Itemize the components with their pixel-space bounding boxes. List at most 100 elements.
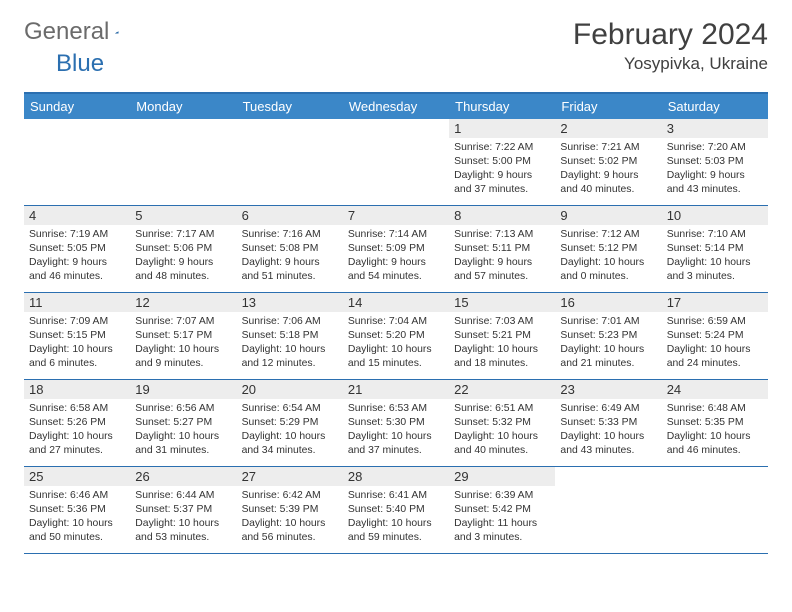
day-dl1: Daylight: 9 hours: [560, 169, 656, 183]
day-dl1: Daylight: 9 hours: [29, 256, 125, 270]
day-number: 18: [24, 380, 130, 399]
logo: General: [24, 18, 139, 46]
calendar-day: 26Sunrise: 6:44 AMSunset: 5:37 PMDayligh…: [130, 467, 236, 553]
calendar-day: 15Sunrise: 7:03 AMSunset: 5:21 PMDayligh…: [449, 293, 555, 379]
day-number: 26: [130, 467, 236, 486]
calendar-day: 23Sunrise: 6:49 AMSunset: 5:33 PMDayligh…: [555, 380, 661, 466]
day-dl2: and 18 minutes.: [454, 357, 550, 371]
calendar-day: [662, 467, 768, 553]
calendar-day: 14 Sunrise: 7:04 AMSunset: 5:20 PMDayligh…: [343, 293, 449, 379]
day-details: Sunrise: 7:21 AMSunset: 5:02 PMDaylight:…: [560, 141, 656, 197]
day-sr: Sunrise: 6:49 AM: [560, 402, 656, 416]
calendar-day: 2Sunrise: 7:21 AMSunset: 5:02 PMDaylight…: [555, 119, 661, 205]
day-details: Sunrise: 6:42 AMSunset: 5:39 PMDaylight:…: [242, 489, 338, 545]
day-dl2: and 53 minutes.: [135, 531, 231, 545]
day-details: Sunrise: 7:14 AMSunset: 5:09 PMDaylight:…: [348, 228, 444, 284]
day-sr: Sunrise: 7:07 AM: [135, 315, 231, 329]
calendar-day: 6Sunrise: 7:16 AMSunset: 5:08 PMDaylight…: [237, 206, 343, 292]
logo-part1: General: [24, 18, 109, 46]
logo-part2: Blue: [56, 50, 104, 78]
day-ss: Sunset: 5:36 PM: [29, 503, 125, 517]
day-number: 12: [130, 293, 236, 312]
day-number: 20: [237, 380, 343, 399]
day-number: [662, 467, 768, 471]
day-ss: Sunset: 5:20 PM: [348, 329, 444, 343]
day-dl1: Daylight: 10 hours: [135, 430, 231, 444]
day-dl2: and 3 minutes.: [454, 531, 550, 545]
day-dl1: Daylight: 10 hours: [242, 430, 338, 444]
day-details: Sunrise: 7:20 AMSunset: 5:03 PMDaylight:…: [667, 141, 763, 197]
logo-triangle-icon: [115, 23, 119, 41]
day-dl2: and 50 minutes.: [29, 531, 125, 545]
calendar-day: 21Sunrise: 6:53 AMSunset: 5:30 PMDayligh…: [343, 380, 449, 466]
day-dl1: Daylight: 10 hours: [560, 256, 656, 270]
day-sr: Sunrise: 7:06 AM: [242, 315, 338, 329]
day-sr: Sunrise: 7:22 AM: [454, 141, 550, 155]
day-number: 14: [343, 293, 449, 312]
day-details: Sunrise: 6:41 AMSunset: 5:40 PMDaylight:…: [348, 489, 444, 545]
day-sr: Sunrise: 6:39 AM: [454, 489, 550, 503]
calendar-day: 4Sunrise: 7:19 AMSunset: 5:05 PMDaylight…: [24, 206, 130, 292]
day-dl2: and 15 minutes.: [348, 357, 444, 371]
day-number: 13: [237, 293, 343, 312]
day-sr: Sunrise: 6:51 AM: [454, 402, 550, 416]
calendar-week: 25Sunrise: 6:46 AMSunset: 5:36 PMDayligh…: [24, 467, 768, 554]
day-dl1: Daylight: 10 hours: [454, 430, 550, 444]
day-number: 24: [662, 380, 768, 399]
day-details: Sunrise: 7:04 AMSunset: 5:20 PMDaylight:…: [348, 315, 444, 371]
day-details: Sunrise: 6:58 AMSunset: 5:26 PMDaylight:…: [29, 402, 125, 458]
col-sat: Saturday: [662, 94, 768, 119]
calendar-day: 10Sunrise: 7:10 AMSunset: 5:14 PMDayligh…: [662, 206, 768, 292]
month-title: February 2024: [573, 18, 768, 52]
day-dl2: and 21 minutes.: [560, 357, 656, 371]
day-dl2: and 27 minutes.: [29, 444, 125, 458]
day-dl2: and 37 minutes.: [454, 183, 550, 197]
calendar-week: 18 Sunrise: 6:58 AMSunset: 5:26 PMDayligh…: [24, 380, 768, 467]
calendar-day: 20 Sunrise: 6:54 AMSunset: 5:29 PMDayligh…: [237, 380, 343, 466]
day-dl2: and 56 minutes.: [242, 531, 338, 545]
day-ss: Sunset: 5:29 PM: [242, 416, 338, 430]
calendar-day: 19Sunrise: 6:56 AMSunset: 5:27 PMDayligh…: [130, 380, 236, 466]
day-ss: Sunset: 5:24 PM: [667, 329, 763, 343]
day-sr: Sunrise: 7:16 AM: [242, 228, 338, 242]
day-ss: Sunset: 5:00 PM: [454, 155, 550, 169]
day-details: Sunrise: 7:10 AMSunset: 5:14 PMDaylight:…: [667, 228, 763, 284]
location: Yosypivka, Ukraine: [573, 54, 768, 74]
day-ss: Sunset: 5:06 PM: [135, 242, 231, 256]
day-details: Sunrise: 6:46 AMSunset: 5:36 PMDaylight:…: [29, 489, 125, 545]
day-dl1: Daylight: 9 hours: [454, 169, 550, 183]
day-number: [343, 119, 449, 123]
day-ss: Sunset: 5:35 PM: [667, 416, 763, 430]
day-number: 11: [24, 293, 130, 312]
col-thu: Thursday: [449, 94, 555, 119]
day-number: 28: [343, 467, 449, 486]
day-ss: Sunset: 5:33 PM: [560, 416, 656, 430]
day-details: Sunrise: 7:13 AMSunset: 5:11 PMDaylight:…: [454, 228, 550, 284]
calendar-day: [24, 119, 130, 205]
day-sr: Sunrise: 7:13 AM: [454, 228, 550, 242]
day-dl2: and 12 minutes.: [242, 357, 338, 371]
day-dl1: Daylight: 10 hours: [667, 343, 763, 357]
day-details: Sunrise: 6:51 AMSunset: 5:32 PMDaylight:…: [454, 402, 550, 458]
day-number: [555, 467, 661, 471]
day-dl1: Daylight: 10 hours: [29, 343, 125, 357]
day-number: [130, 119, 236, 123]
calendar-header-row: Sunday Monday Tuesday Wednesday Thursday…: [24, 94, 768, 119]
day-number: 1: [449, 119, 555, 138]
calendar-day: 27Sunrise: 6:42 AMSunset: 5:39 PMDayligh…: [237, 467, 343, 553]
day-dl1: Daylight: 9 hours: [242, 256, 338, 270]
day-sr: Sunrise: 7:19 AM: [29, 228, 125, 242]
day-sr: Sunrise: 7:20 AM: [667, 141, 763, 155]
day-sr: Sunrise: 7:03 AM: [454, 315, 550, 329]
day-sr: Sunrise: 6:44 AM: [135, 489, 231, 503]
day-details: Sunrise: 6:56 AMSunset: 5:27 PMDaylight:…: [135, 402, 231, 458]
day-ss: Sunset: 5:18 PM: [242, 329, 338, 343]
day-ss: Sunset: 5:26 PM: [29, 416, 125, 430]
day-details: Sunrise: 6:54 AMSunset: 5:29 PMDaylight:…: [242, 402, 338, 458]
day-ss: Sunset: 5:42 PM: [454, 503, 550, 517]
day-number: 29: [449, 467, 555, 486]
calendar-day: 29Sunrise: 6:39 AMSunset: 5:42 PMDayligh…: [449, 467, 555, 553]
day-sr: Sunrise: 7:04 AM: [348, 315, 444, 329]
col-tue: Tuesday: [237, 94, 343, 119]
calendar-day: 13Sunrise: 7:06 AMSunset: 5:18 PMDayligh…: [237, 293, 343, 379]
